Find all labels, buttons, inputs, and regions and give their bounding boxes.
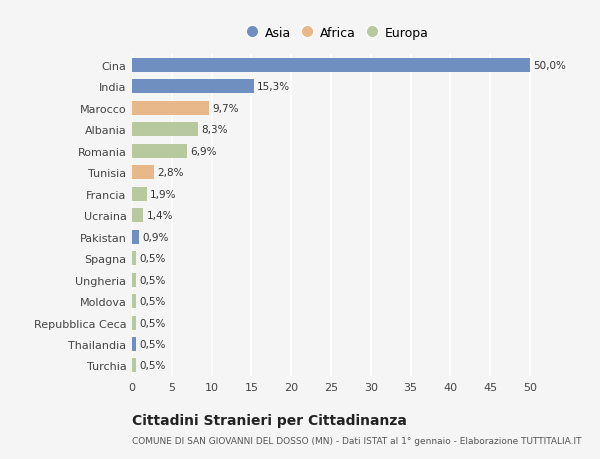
Text: 6,9%: 6,9% (190, 146, 217, 157)
Bar (132, 166, 154, 180)
Text: COMUNE DI SAN GIOVANNI DEL DOSSO (MN) - Dati ISTAT al 1° gennaio - Elaborazione : COMUNE DI SAN GIOVANNI DEL DOSSO (MN) - … (132, 436, 581, 445)
Bar (132, 358, 136, 373)
Bar (132, 59, 530, 73)
Bar (132, 316, 136, 330)
Text: 2,8%: 2,8% (157, 168, 184, 178)
Text: 0,5%: 0,5% (139, 339, 166, 349)
Text: 1,4%: 1,4% (146, 211, 173, 221)
Text: 0,5%: 0,5% (139, 253, 166, 263)
Bar (132, 123, 198, 137)
Text: 0,9%: 0,9% (142, 232, 169, 242)
Text: 0,5%: 0,5% (139, 297, 166, 307)
Bar (132, 230, 139, 244)
Text: 8,3%: 8,3% (201, 125, 228, 135)
Bar (132, 80, 254, 94)
Bar (132, 295, 136, 308)
Text: 1,9%: 1,9% (151, 189, 177, 199)
Bar (132, 337, 136, 351)
Bar (132, 101, 209, 116)
Legend: Asia, Africa, Europa: Asia, Africa, Europa (245, 23, 433, 43)
Bar (132, 209, 143, 223)
Text: 9,7%: 9,7% (212, 104, 239, 114)
Text: 0,5%: 0,5% (139, 318, 166, 328)
Bar (132, 252, 136, 265)
Text: 0,5%: 0,5% (139, 275, 166, 285)
Text: 0,5%: 0,5% (139, 361, 166, 371)
Bar (132, 273, 136, 287)
Text: Cittadini Stranieri per Cittadinanza: Cittadini Stranieri per Cittadinanza (132, 413, 407, 427)
Bar (132, 187, 147, 201)
Bar (132, 145, 187, 158)
Text: 50,0%: 50,0% (533, 61, 566, 71)
Text: 15,3%: 15,3% (257, 82, 290, 92)
